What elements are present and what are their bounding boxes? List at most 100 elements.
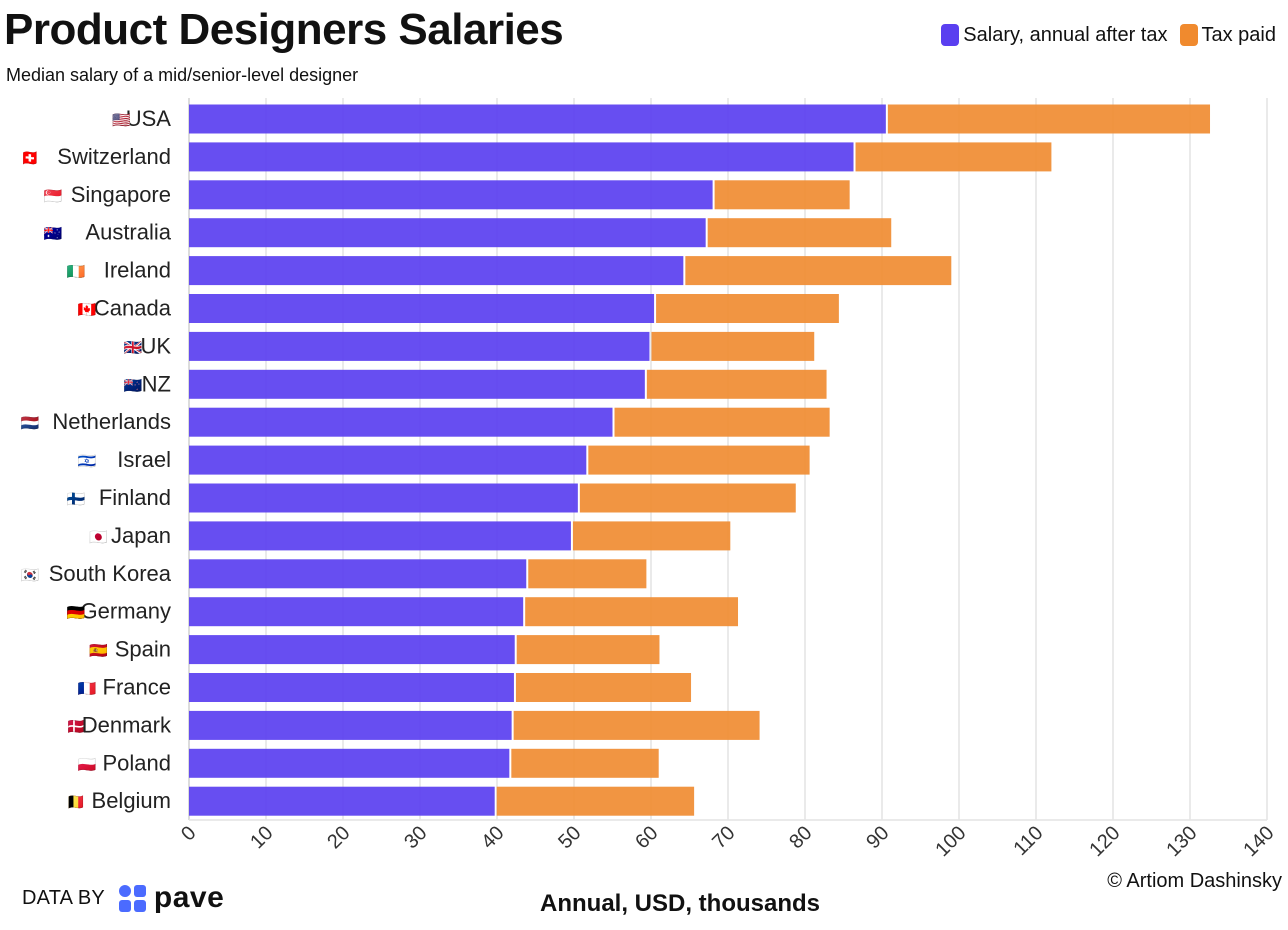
legend-swatch-salary: [941, 24, 960, 46]
legend-label-tax: Tax paid: [1201, 24, 1277, 46]
bar-tax: [656, 294, 839, 323]
category-label: Australia: [85, 220, 171, 245]
bar-tax: [511, 748, 659, 778]
flag-icon: 🇳🇿: [124, 376, 143, 394]
bar-tax: [588, 445, 810, 475]
bar-tax: [579, 483, 796, 513]
bar-tax: [646, 369, 827, 399]
bar-tax: [572, 521, 731, 551]
bar-salary: [189, 710, 512, 740]
bar-salary: [189, 786, 495, 816]
flag-icon: 🇵🇱: [78, 755, 97, 773]
bar-tax: [515, 673, 692, 702]
data-by-label: DATA BY: [22, 886, 105, 909]
chart-subtitle: Median salary of a mid/senior-level desi…: [6, 65, 359, 85]
bar-salary: [189, 748, 510, 778]
bar-tax: [496, 786, 695, 816]
bar-salary: [189, 180, 713, 210]
flag-icon: 🇨🇭: [21, 149, 40, 167]
category-label: UK: [140, 333, 171, 358]
flag-icon: 🇯🇵: [89, 528, 108, 546]
category-label: France: [103, 675, 171, 700]
flag-icon: 🇩🇰: [67, 717, 86, 735]
x-tick-label: 80: [785, 822, 816, 853]
bar-tax: [707, 218, 892, 248]
x-tick-label: 90: [862, 822, 893, 853]
pave-logo-text: pave: [153, 881, 225, 914]
bar-salary: [189, 294, 655, 323]
category-label: Ireland: [104, 258, 171, 283]
bar-salary: [189, 218, 706, 248]
data-source: DATA BY pave: [22, 883, 224, 913]
flag-icon: 🇸🇬: [44, 187, 63, 205]
legend-label-salary: Salary, annual after tax: [963, 24, 1168, 46]
bar-salary: [189, 331, 650, 361]
category-label: Canada: [94, 296, 172, 321]
x-tick-label: 50: [554, 822, 585, 853]
x-tick-label: 70: [708, 822, 739, 853]
bar-tax: [685, 256, 952, 286]
pave-logo: pave: [118, 881, 225, 914]
bar-salary: [189, 256, 684, 286]
category-label: Finland: [99, 485, 171, 510]
bar-tax: [528, 559, 647, 589]
bar-tax: [513, 710, 760, 740]
x-tick-label: 20: [323, 822, 354, 853]
flag-icon: 🇫🇷: [78, 680, 97, 698]
flag-icon: 🇦🇺: [44, 225, 63, 243]
legend: Salary, annual after tax Tax paid: [929, 22, 1276, 48]
flag-icon: 🇳🇱: [21, 414, 40, 432]
credit: © Artiom Dashinsky: [1107, 870, 1282, 892]
pave-logo-icon: [118, 884, 146, 912]
flag-icon: 🇩🇪: [67, 604, 86, 622]
bar-salary: [189, 407, 613, 437]
bar-tax: [887, 104, 1211, 134]
flag-icon: 🇮🇱: [78, 452, 97, 470]
flag-icon: 🇫🇮: [67, 490, 86, 508]
category-label: Switzerland: [57, 144, 171, 169]
x-tick-label: 30: [400, 822, 431, 853]
flag-icon: 🇪🇸: [89, 642, 108, 660]
flag-icon: 🇧🇪: [67, 793, 86, 811]
category-label: Denmark: [82, 712, 172, 737]
x-tick-label: 40: [477, 822, 508, 853]
bar-salary: [189, 597, 524, 627]
bar-salary: [189, 369, 645, 399]
flag-icon: 🇺🇸: [112, 111, 131, 129]
bar-salary: [189, 673, 514, 702]
category-label: Belgium: [92, 788, 171, 813]
bar-tax: [525, 597, 739, 627]
bar-salary: [189, 521, 571, 551]
category-label: South Korea: [49, 561, 172, 586]
bar-salary: [189, 104, 886, 134]
bar-tax: [651, 331, 815, 361]
bar-tax: [516, 635, 660, 665]
bar-salary: [189, 142, 854, 172]
x-tick-label: 100: [931, 822, 970, 861]
legend-item-tax: Tax paid: [1179, 22, 1277, 48]
bar-salary: [189, 635, 515, 665]
x-tick-label: 140: [1239, 822, 1278, 861]
bar-tax: [614, 407, 830, 437]
category-label: Germany: [81, 599, 171, 624]
category-label: Netherlands: [52, 409, 171, 434]
x-tick-label: 10: [246, 822, 277, 853]
chart-title: Product Designers Salaries: [4, 5, 564, 54]
x-tick-label: 120: [1085, 822, 1124, 861]
category-label: NZ: [142, 371, 171, 396]
x-tick-label: 60: [631, 822, 662, 853]
category-label: USA: [126, 106, 172, 131]
category-label: Poland: [102, 750, 171, 775]
flag-icon: 🇬🇧: [124, 338, 143, 356]
category-label: Japan: [111, 523, 171, 548]
category-label: Spain: [115, 637, 171, 662]
bar-salary: [189, 483, 578, 513]
bar-salary: [189, 559, 527, 589]
x-tick-label: 110: [1009, 822, 1047, 860]
legend-item-salary: Salary, annual after tax: [941, 22, 1168, 48]
flag-icon: 🇰🇷: [21, 566, 40, 584]
bar-tax: [714, 180, 850, 210]
bar-tax: [855, 142, 1052, 172]
x-axis-label: Annual, USD, thousands: [540, 890, 821, 917]
